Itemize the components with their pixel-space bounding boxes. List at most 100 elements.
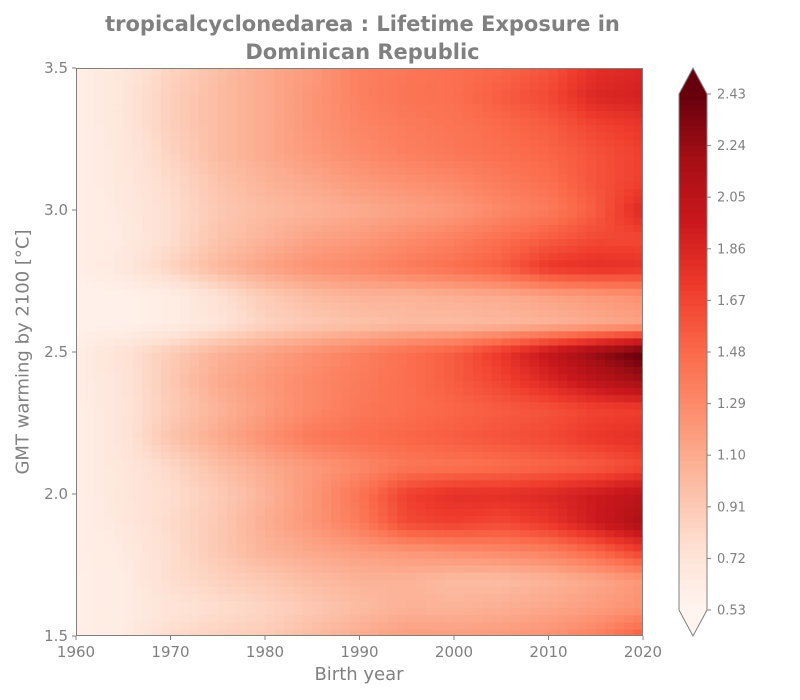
heatmap-cell bbox=[274, 103, 285, 112]
heatmap-cell bbox=[340, 607, 351, 616]
heatmap-cell bbox=[265, 430, 276, 438]
heatmap-cell bbox=[265, 195, 276, 204]
heatmap-cell bbox=[198, 415, 209, 424]
heatmap-cell bbox=[179, 344, 190, 353]
heatmap-cell bbox=[501, 423, 512, 431]
heatmap-cell bbox=[274, 401, 285, 410]
heatmap-cell bbox=[359, 359, 370, 367]
heatmap-cell bbox=[161, 224, 172, 232]
heatmap-cell bbox=[265, 352, 276, 360]
heatmap-cell bbox=[548, 579, 559, 587]
heatmap-cell bbox=[76, 146, 87, 154]
heatmap-cell bbox=[406, 309, 417, 318]
heatmap-cell bbox=[491, 437, 502, 445]
heatmap-cell bbox=[368, 188, 379, 197]
heatmap-cell bbox=[586, 494, 597, 502]
heatmap-cell bbox=[435, 401, 446, 410]
heatmap-cell bbox=[491, 557, 502, 566]
heatmap-cell bbox=[586, 181, 597, 190]
heatmap-cell bbox=[472, 238, 483, 247]
heatmap-cell bbox=[520, 167, 531, 176]
heatmap-cell bbox=[425, 572, 436, 580]
heatmap-cell bbox=[302, 380, 313, 389]
heatmap-cell bbox=[567, 195, 578, 204]
heatmap-cell bbox=[340, 82, 351, 90]
heatmap-cell bbox=[397, 352, 408, 360]
heatmap-cell bbox=[595, 586, 606, 594]
heatmap-cell bbox=[567, 359, 578, 367]
heatmap-cell bbox=[624, 536, 635, 545]
heatmap-cell bbox=[576, 288, 587, 296]
heatmap-cell bbox=[463, 408, 474, 417]
heatmap-cell bbox=[255, 217, 266, 225]
heatmap-cell bbox=[576, 75, 587, 83]
heatmap-cell bbox=[265, 586, 276, 594]
heatmap-cell bbox=[179, 515, 190, 523]
heatmap-cell bbox=[274, 522, 285, 531]
heatmap-cell bbox=[283, 423, 294, 431]
heatmap-cell bbox=[227, 89, 238, 97]
heatmap-cell bbox=[293, 146, 304, 154]
heatmap-cell bbox=[435, 295, 446, 303]
heatmap-cell bbox=[444, 174, 455, 183]
heatmap-cell bbox=[265, 231, 276, 239]
heatmap-cell bbox=[529, 337, 540, 346]
heatmap-cell bbox=[368, 139, 379, 147]
heatmap-cell bbox=[274, 238, 285, 247]
heatmap-cell bbox=[85, 131, 96, 140]
heatmap-cell bbox=[170, 352, 181, 360]
heatmap-cell bbox=[170, 472, 181, 481]
heatmap-cell bbox=[368, 110, 379, 119]
heatmap-cell bbox=[246, 408, 257, 417]
heatmap-cell bbox=[472, 224, 483, 232]
heatmap-cell bbox=[368, 252, 379, 261]
heatmap-cell bbox=[170, 344, 181, 353]
heatmap-cell bbox=[624, 167, 635, 176]
heatmap-cell bbox=[397, 181, 408, 190]
heatmap-cell bbox=[227, 557, 238, 566]
heatmap-cell bbox=[482, 146, 493, 154]
heatmap-cell bbox=[378, 202, 389, 211]
heatmap-cell bbox=[312, 288, 323, 296]
heatmap-cell bbox=[482, 238, 493, 247]
heatmap-cell bbox=[368, 302, 379, 310]
heatmap-cell bbox=[463, 174, 474, 183]
heatmap-cell bbox=[567, 181, 578, 190]
heatmap-cell bbox=[520, 373, 531, 381]
heatmap-cell bbox=[208, 579, 219, 587]
heatmap-cell bbox=[633, 479, 643, 488]
heatmap-cell bbox=[350, 160, 361, 168]
heatmap-cell bbox=[76, 117, 87, 126]
heatmap-cell bbox=[548, 323, 559, 332]
heatmap-cell bbox=[368, 224, 379, 232]
heatmap-cell bbox=[510, 110, 521, 119]
heatmap-cell bbox=[406, 266, 417, 275]
heatmap-cell bbox=[454, 167, 465, 176]
heatmap-cell bbox=[293, 302, 304, 310]
heatmap-cell bbox=[161, 309, 172, 318]
heatmap-cell bbox=[539, 486, 550, 495]
heatmap-cell bbox=[633, 373, 643, 381]
heatmap-cell bbox=[217, 494, 228, 502]
heatmap-cell bbox=[425, 131, 436, 140]
heatmap-cell bbox=[123, 401, 134, 410]
heatmap-cell bbox=[387, 195, 398, 204]
heatmap-cell bbox=[510, 281, 521, 289]
heatmap-cell bbox=[312, 586, 323, 594]
heatmap-cell bbox=[331, 373, 342, 381]
heatmap-cell bbox=[633, 288, 643, 296]
heatmap-cell bbox=[472, 75, 483, 83]
heatmap-cell bbox=[482, 614, 493, 623]
heatmap-cell bbox=[378, 408, 389, 417]
heatmap-cell bbox=[85, 195, 96, 204]
heatmap-cell bbox=[198, 238, 209, 247]
heatmap-cell bbox=[463, 366, 474, 374]
heatmap-cell bbox=[255, 202, 266, 211]
heatmap-cell bbox=[179, 501, 190, 509]
heatmap-cell bbox=[142, 352, 153, 360]
heatmap-cell bbox=[378, 565, 389, 573]
heatmap-cell bbox=[293, 153, 304, 161]
heatmap-cell bbox=[312, 494, 323, 502]
heatmap-cell bbox=[170, 621, 181, 630]
heatmap-cell bbox=[312, 110, 323, 119]
